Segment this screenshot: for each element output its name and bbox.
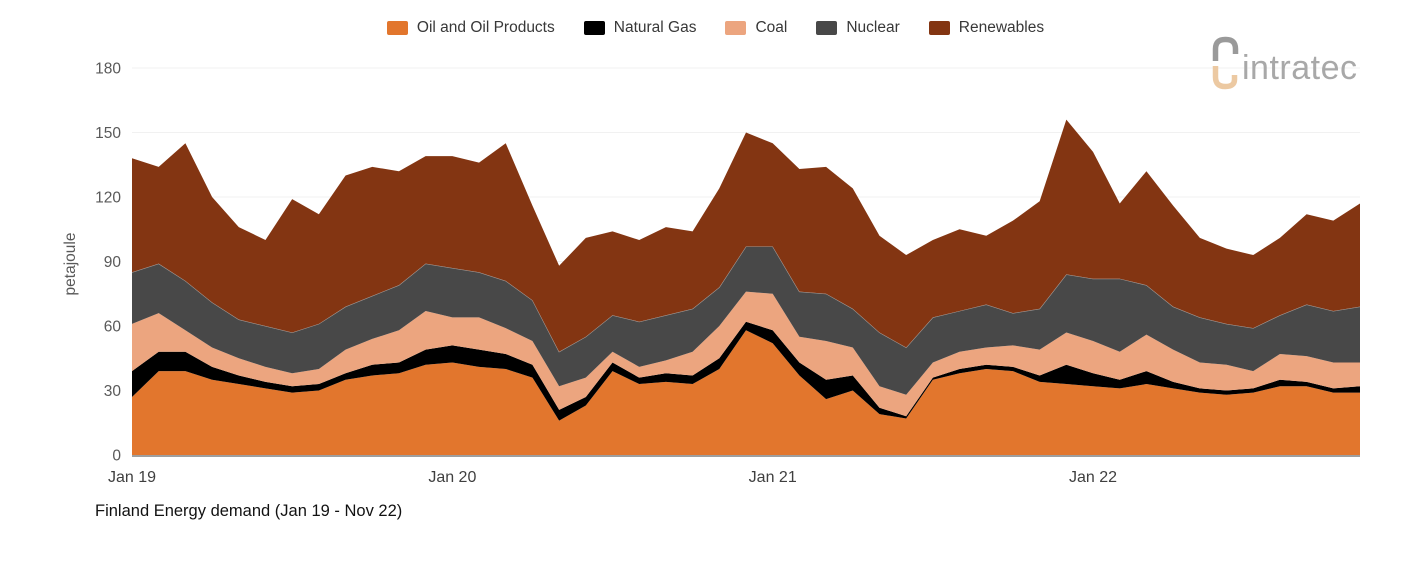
x-tick-label-jan-20: Jan 20 <box>428 469 476 486</box>
legend-item-coal[interactable]: Coal <box>725 20 787 36</box>
y-tick-label-150: 150 <box>95 125 121 142</box>
intratec-logo: intratec <box>1211 34 1379 97</box>
legend-item-oil-and-oil-products[interactable]: Oil and Oil Products <box>386 19 555 36</box>
legend-label: Natural Gas <box>613 19 697 36</box>
legend-swatch-oil-and-oil-products <box>386 20 408 35</box>
y-axis-title: petajoule <box>62 232 79 296</box>
legend-item-renewables[interactable]: Renewables <box>928 19 1045 36</box>
legend-label: Nuclear <box>846 19 900 36</box>
y-tick-label-90: 90 <box>104 254 122 271</box>
y-tick-label-60: 60 <box>104 319 122 336</box>
legend-item-natural-gas[interactable]: Natural Gas <box>583 19 697 36</box>
area-series-renewables <box>132 119 1360 352</box>
legend-label: Oil and Oil Products <box>416 19 555 36</box>
area-series-coal <box>132 291 1360 417</box>
logo-mark-arch-icon <box>1212 36 1239 61</box>
x-tick-label-jan-22: Jan 22 <box>1069 469 1117 486</box>
x-tick-label-jan-19: Jan 19 <box>108 469 156 486</box>
x-tick-label-jan-21: Jan 21 <box>749 469 797 486</box>
legend-item-nuclear[interactable]: Nuclear <box>816 19 900 36</box>
area-series-natural-gas <box>132 321 1360 421</box>
logo-text: intratec <box>1242 49 1358 87</box>
area-series-nuclear <box>132 246 1360 395</box>
legend-swatch-renewables <box>928 20 950 35</box>
legend: Oil and Oil Products Natural Gas Coal Nu… <box>0 20 1401 36</box>
legend-swatch-nuclear <box>816 20 838 35</box>
chart-caption: Finland Energy demand (Jan 19 - Nov 22) <box>95 502 403 520</box>
legend-swatch-coal <box>725 20 747 35</box>
y-tick-label-120: 120 <box>95 190 121 207</box>
legend-label: Renewables <box>958 19 1045 36</box>
legend-label: Coal <box>755 19 788 36</box>
y-tick-label-180: 180 <box>95 61 121 78</box>
area-series-oil-and-oil-products <box>132 330 1360 455</box>
y-tick-label-30: 30 <box>104 383 122 400</box>
logo-mark-bowl-icon <box>1212 66 1238 90</box>
y-tick-label-0: 0 <box>112 448 121 465</box>
legend-swatch-natural-gas <box>583 20 605 35</box>
